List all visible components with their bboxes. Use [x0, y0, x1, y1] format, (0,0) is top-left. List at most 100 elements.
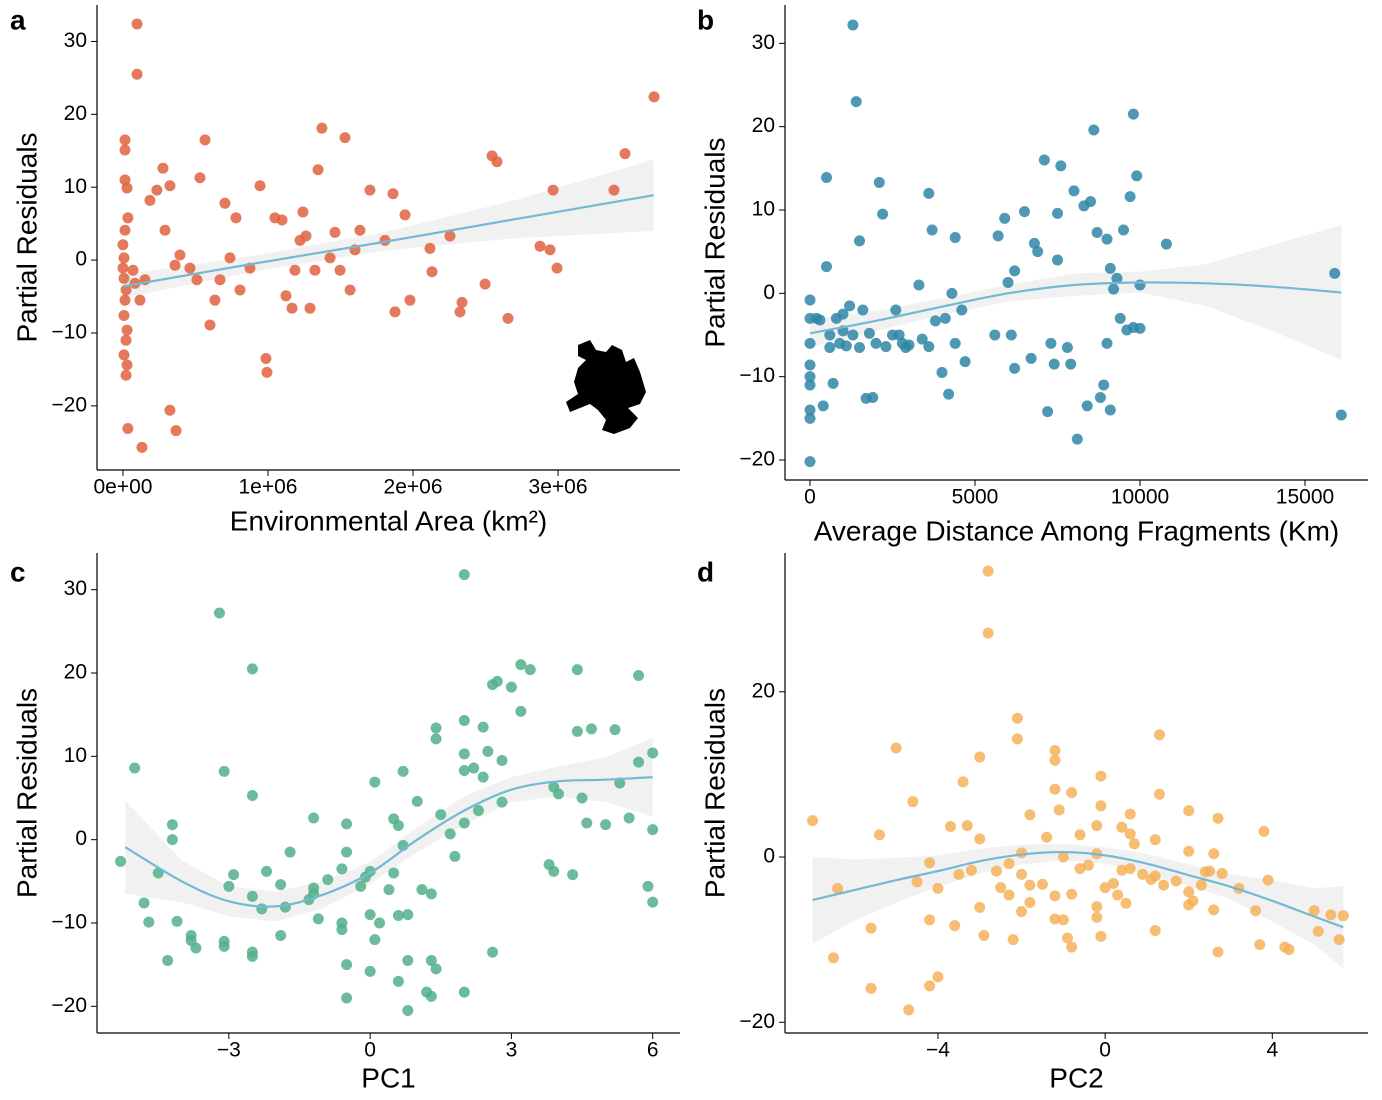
point: [275, 930, 287, 941]
point: [341, 959, 353, 971]
point: [143, 916, 155, 928]
point: [913, 279, 925, 291]
point: [246, 950, 258, 962]
point: [585, 723, 597, 735]
y-tick-label: −20: [739, 448, 775, 471]
point: [824, 329, 836, 341]
point: [1216, 868, 1228, 880]
x-tick-label: −4: [926, 1039, 950, 1062]
point: [924, 914, 936, 926]
point: [119, 294, 131, 306]
point: [1124, 828, 1136, 840]
point: [502, 312, 514, 324]
point: [992, 230, 1004, 242]
point: [1312, 925, 1324, 937]
point: [1108, 283, 1120, 295]
point: [131, 68, 143, 80]
point: [300, 230, 312, 242]
point: [119, 144, 131, 156]
point: [430, 963, 442, 975]
point: [1212, 946, 1224, 958]
y-tick-label: 20: [752, 114, 775, 137]
point: [1085, 196, 1097, 208]
point: [426, 266, 438, 278]
point: [399, 209, 411, 221]
confidence-band: [810, 225, 1342, 360]
point: [119, 224, 131, 236]
point: [1114, 312, 1126, 324]
point: [1052, 254, 1064, 266]
point: [1325, 909, 1337, 921]
point: [316, 122, 328, 134]
point: [1025, 352, 1037, 364]
point: [978, 930, 990, 942]
point: [1052, 207, 1064, 219]
point: [454, 306, 466, 318]
y-tick-label: −20: [51, 994, 87, 1017]
point: [1124, 191, 1136, 203]
point: [171, 915, 183, 927]
point: [877, 208, 889, 220]
point: [827, 952, 839, 964]
point: [219, 197, 231, 209]
point: [903, 1004, 915, 1016]
y-tick-label: −20: [739, 1010, 775, 1033]
point: [1019, 206, 1031, 218]
x-tick-label: 0: [364, 1039, 376, 1062]
point: [468, 762, 480, 774]
point: [1153, 788, 1165, 800]
panel-label: c: [10, 556, 26, 587]
point: [1127, 322, 1139, 333]
confidence-band: [812, 843, 1344, 969]
point: [1049, 744, 1061, 756]
point: [1158, 879, 1170, 891]
point: [1016, 906, 1028, 918]
point: [246, 790, 258, 801]
x-tick-label: 2e+06: [384, 476, 443, 499]
x-tick-label: 0: [804, 486, 816, 509]
point: [309, 264, 321, 276]
point: [943, 388, 955, 400]
point: [850, 96, 862, 108]
x-tick-label: 0e+00: [93, 476, 152, 499]
point: [230, 212, 242, 224]
point: [907, 796, 919, 808]
point: [804, 337, 816, 349]
point: [479, 278, 491, 290]
point: [364, 909, 376, 921]
y-axis-title: Partial Residuals: [699, 688, 730, 898]
point: [1041, 831, 1053, 843]
point: [961, 820, 973, 832]
point: [1082, 859, 1094, 871]
point: [608, 184, 620, 196]
y-tick-label: 0: [763, 281, 775, 304]
x-tick-label: 1e+06: [238, 476, 297, 499]
point: [1099, 882, 1111, 894]
point: [1250, 905, 1262, 917]
point: [821, 172, 833, 183]
point: [804, 412, 816, 424]
point: [1098, 379, 1110, 391]
point: [191, 274, 203, 286]
point: [1183, 805, 1195, 817]
point: [444, 230, 456, 242]
point: [214, 274, 226, 286]
point: [246, 890, 258, 902]
point: [275, 879, 287, 891]
point: [844, 300, 856, 312]
point: [224, 252, 236, 264]
point: [341, 818, 353, 830]
point: [1061, 342, 1073, 353]
point: [458, 748, 470, 760]
point: [1074, 829, 1086, 841]
point: [289, 264, 301, 276]
point: [261, 366, 273, 378]
point: [1049, 783, 1061, 795]
point: [1116, 821, 1128, 833]
point: [1095, 930, 1107, 942]
point: [472, 805, 484, 816]
point: [1091, 227, 1103, 238]
point: [336, 924, 348, 936]
point: [804, 294, 816, 306]
point: [515, 705, 527, 717]
